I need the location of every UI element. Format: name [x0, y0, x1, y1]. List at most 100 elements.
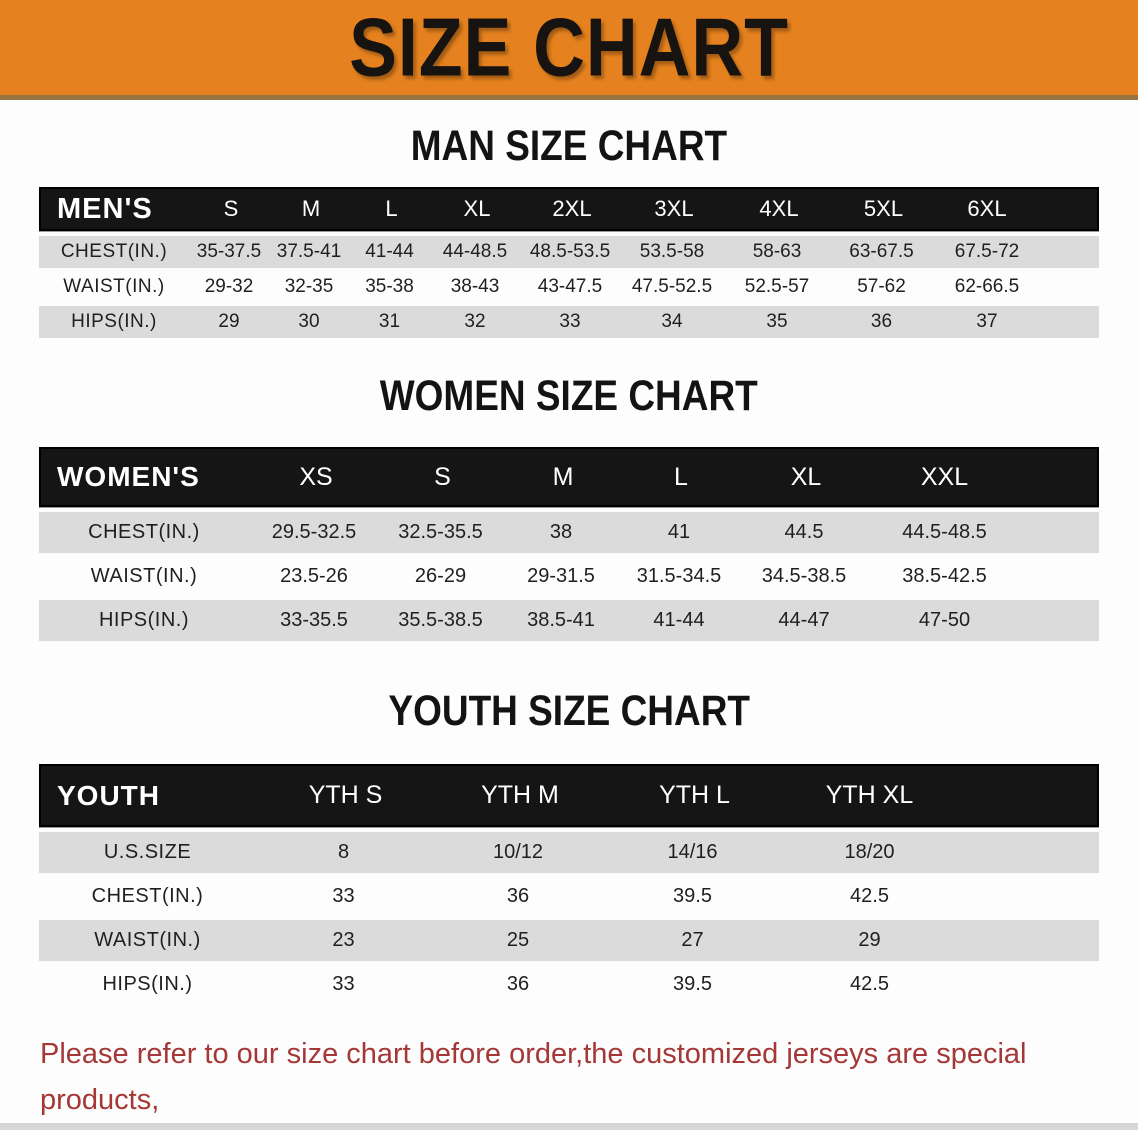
column-header: 6XL: [967, 196, 1007, 221]
table-cell: 37: [976, 311, 998, 332]
row-label: HIPS(IN.): [102, 973, 193, 995]
column-header: 3XL: [654, 196, 694, 221]
table-cell: 29-31.5: [527, 565, 595, 587]
column-header: 4XL: [759, 196, 799, 221]
table-cell: 58-63: [752, 241, 802, 262]
youth-table-header-row: YOUTH YTH S YTH M YTH L YTH XL: [39, 764, 1099, 827]
row-label: HIPS(IN.): [98, 609, 190, 631]
table-cell: 36: [506, 973, 530, 995]
table-cell: 48.5-53.5: [529, 241, 611, 262]
disclaimer-text: Please refer to our size chart before or…: [40, 1031, 1138, 1132]
table-cell: 23.5-26: [280, 565, 348, 587]
women-section-heading-text: WOMEN SIZE CHART: [379, 372, 758, 420]
disclaimer-line-2: we don't accept cancel, change, teturn o…: [40, 1123, 1138, 1132]
table-cell: 57-62: [857, 276, 906, 297]
table-cell: 42.5: [850, 885, 889, 907]
column-header: XS: [299, 462, 333, 491]
table-cell: 38-43: [450, 276, 500, 297]
column-header: L: [385, 196, 398, 221]
men-size-table: MEN'S S M L XL 2XL 3XL 4XL 5XL 6XL CHEST…: [39, 187, 1099, 338]
table-cell: 29-32: [204, 276, 254, 297]
men-section-heading: MAN SIZE CHART: [0, 122, 1138, 171]
table-cell: 26-29: [414, 565, 467, 587]
table-cell: 29: [858, 929, 881, 951]
table-row: WAIST(IN.) 29-32 32-35 35-38 38-43 43-47…: [39, 271, 1099, 303]
bottom-divider: [0, 1123, 1138, 1130]
column-header: YTH XL: [825, 781, 914, 809]
women-table-header-row: WOMEN'S XS S M L XL XXL: [39, 447, 1099, 507]
table-cell: 47.5-52.5: [631, 276, 713, 297]
table-cell: 10/12: [492, 841, 544, 863]
column-header: M: [301, 196, 321, 221]
table-cell: 32.5-35.5: [398, 521, 483, 543]
table-cell: 32: [464, 311, 486, 332]
table-cell: 33: [332, 973, 355, 995]
row-label: CHEST(IN.): [88, 521, 200, 543]
table-cell: 44-47: [778, 609, 830, 631]
row-label: WAIST(IN.): [63, 276, 165, 297]
table-row: HIPS(IN.) 33-35.5 35.5-38.5 38.5-41 41-4…: [39, 600, 1099, 641]
table-cell: 34: [661, 311, 683, 332]
table-cell: 36: [870, 311, 893, 332]
table-cell: 23: [332, 929, 355, 951]
column-header: YOUTH: [57, 779, 160, 811]
table-cell: 31.5-34.5: [636, 565, 722, 587]
table-cell: 8: [337, 841, 350, 863]
table-cell: 37.5-41: [276, 241, 342, 262]
table-row: CHEST(IN.) 35-37.5 37.5-41 41-44 44-48.5…: [39, 236, 1099, 268]
table-cell: 41: [667, 521, 691, 543]
table-cell: 31: [378, 311, 401, 332]
column-header: XL: [790, 462, 822, 491]
table-cell: 35: [766, 311, 788, 332]
table-cell: 62-66.5: [954, 276, 1020, 297]
youth-section-heading-text: YOUTH SIZE CHART: [388, 687, 750, 735]
table-row: CHEST(IN.) 33 36 39.5 42.5: [39, 876, 1099, 917]
table-cell: 53.5-58: [639, 241, 705, 262]
row-label: CHEST(IN.): [60, 241, 168, 262]
table-cell: 33: [559, 311, 581, 332]
table-cell: 18/20: [844, 841, 895, 863]
table-cell: 67.5-72: [954, 241, 1020, 262]
table-row: U.S.SIZE 8 10/12 14/16 18/20: [39, 832, 1099, 873]
table-row: HIPS(IN.) 33 36 39.5 42.5: [39, 964, 1099, 1005]
table-cell: 44.5-48.5: [902, 521, 987, 543]
column-header: L: [674, 462, 688, 491]
table-cell: 35.5-38.5: [398, 609, 483, 631]
table-cell: 47-50: [918, 609, 971, 631]
column-header: MEN'S: [57, 192, 153, 225]
table-row: WAIST(IN.) 23.5-26 26-29 29-31.5 31.5-34…: [39, 556, 1099, 597]
table-cell: 35-38: [365, 276, 414, 297]
table-cell: 38: [549, 521, 573, 543]
column-header: XL: [463, 196, 491, 221]
table-cell: 14/16: [667, 841, 718, 863]
men-table-header-row: MEN'S S M L XL 2XL 3XL 4XL 5XL 6XL: [39, 187, 1099, 231]
row-label: WAIST(IN.): [94, 929, 201, 951]
table-cell: 30: [298, 311, 320, 332]
table-cell: 38.5-41: [527, 609, 595, 631]
table-cell: 29: [218, 311, 240, 332]
column-header: 5XL: [863, 196, 904, 221]
youth-size-table: YOUTH YTH S YTH M YTH L YTH XL U.S.SIZE …: [39, 764, 1099, 1005]
column-header: YTH L: [659, 781, 730, 809]
row-label: WAIST(IN.): [90, 565, 198, 587]
banner: SIZE CHART: [0, 0, 1138, 100]
row-label: U.S.SIZE: [103, 841, 192, 863]
column-header: WOMEN'S: [57, 461, 200, 492]
table-row: HIPS(IN.) 29 30 31 32 33 34 35 36 37: [39, 306, 1099, 338]
column-header: YTH M: [481, 781, 559, 809]
table-row: CHEST(IN.) 29.5-32.5 32.5-35.5 38 41 44.…: [39, 512, 1099, 553]
table-cell: 35-37.5: [196, 241, 262, 262]
column-header: XXL: [920, 462, 969, 491]
table-cell: 33: [332, 885, 355, 907]
table-cell: 44-48.5: [442, 241, 508, 262]
table-cell: 63-67.5: [849, 241, 914, 262]
table-cell: 44.5: [784, 521, 824, 543]
table-cell: 38.5-42.5: [902, 565, 987, 587]
table-cell: 41-44: [653, 609, 705, 631]
table-cell: 33-35.5: [280, 609, 348, 631]
women-size-table: WOMEN'S XS S M L XL XXL CHEST(IN.) 29.5-…: [39, 447, 1099, 641]
table-cell: 36: [506, 885, 530, 907]
column-header: M: [552, 462, 574, 491]
men-section-heading-text: MAN SIZE CHART: [410, 122, 728, 170]
column-header: S: [223, 196, 239, 221]
